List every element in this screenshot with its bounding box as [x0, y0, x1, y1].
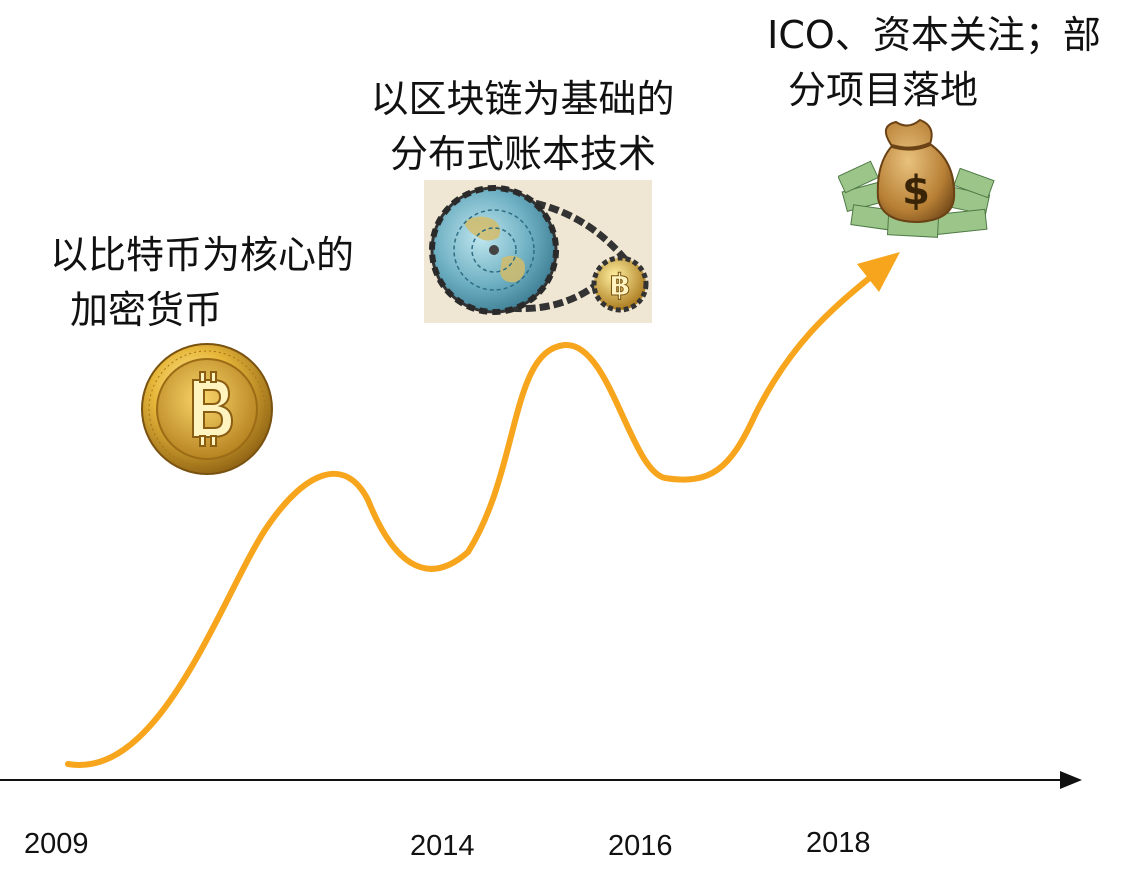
year-label-2018: 2018 — [806, 827, 871, 859]
caption-ico-line2: 分项目落地 — [788, 68, 979, 112]
svg-text:฿: ฿ — [610, 268, 631, 303]
caption-ledger-line2: 分布式账本技术 — [390, 132, 657, 176]
caption-ico-line1: ICO、资本关注；部 — [767, 13, 1101, 57]
globe-blockchain-icon: ฿ — [424, 180, 652, 323]
year-label-2014: 2014 — [410, 830, 475, 862]
caption-crypto-line2: 加密货币 — [70, 288, 223, 332]
axis-arrowhead — [1060, 771, 1082, 789]
caption-ledger-line1: 以区块链为基础的 — [370, 77, 675, 121]
caption-ledger: 以区块链为基础的 分布式账本技术 — [350, 72, 695, 182]
year-label-2016: 2016 — [608, 830, 673, 862]
growth-curve — [65, 273, 875, 768]
caption-ico: ICO、资本关注；部 分项目落地 — [748, 8, 1120, 118]
growth-arrowhead — [857, 252, 900, 292]
money-bag-icon: $ — [838, 116, 996, 242]
svg-text:$: $ — [902, 168, 930, 214]
year-label-2009: 2009 — [24, 828, 89, 860]
caption-crypto-line1: 以比特币为核心的 — [49, 233, 354, 277]
caption-crypto: 以比特币为核心的 加密货币 — [32, 228, 372, 338]
bitcoin-coin-icon — [138, 342, 276, 476]
